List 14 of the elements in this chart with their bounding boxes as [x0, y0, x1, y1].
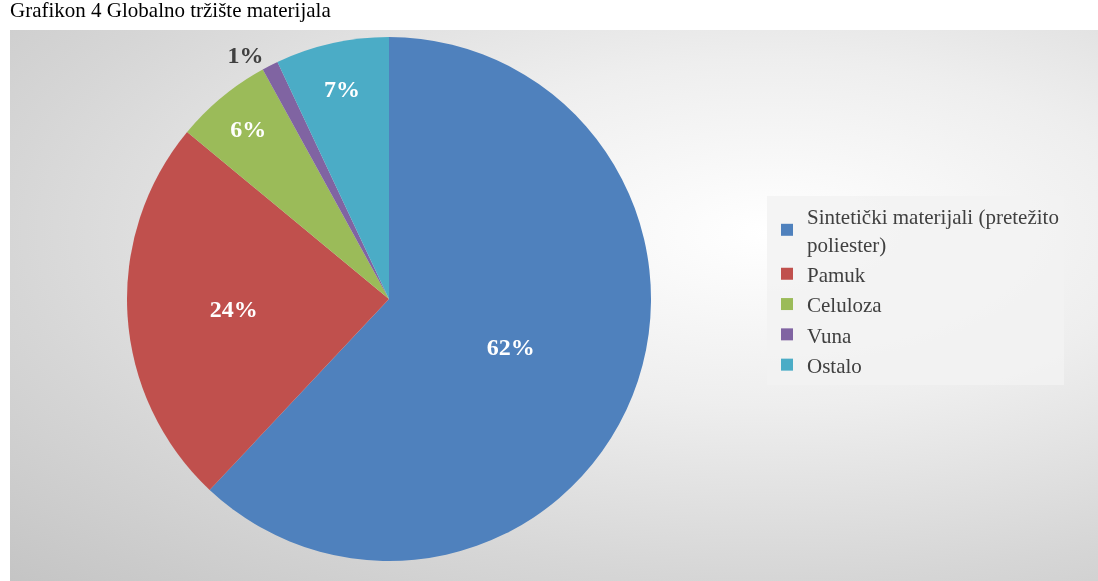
data-label: 6%	[230, 115, 267, 142]
data-label: 24%	[209, 295, 258, 322]
data-label: 62%	[486, 334, 535, 361]
pie-slice	[209, 37, 651, 561]
legend-label: Sintetički materijali (pretežito poliester)	[807, 205, 1059, 257]
pie-slice	[187, 69, 389, 299]
data-label: 7%	[324, 76, 361, 103]
legend-label: Ostalo	[807, 353, 862, 378]
data-label: 1%	[227, 42, 264, 69]
legend-label: Celuloza	[807, 293, 883, 318]
chart-title: Grafikon 4 Globalno tržište materijala	[10, 0, 332, 22]
legend-label: Vuna	[807, 323, 852, 348]
pie-slice	[277, 37, 389, 299]
legend-label: Pamuk	[807, 262, 866, 287]
